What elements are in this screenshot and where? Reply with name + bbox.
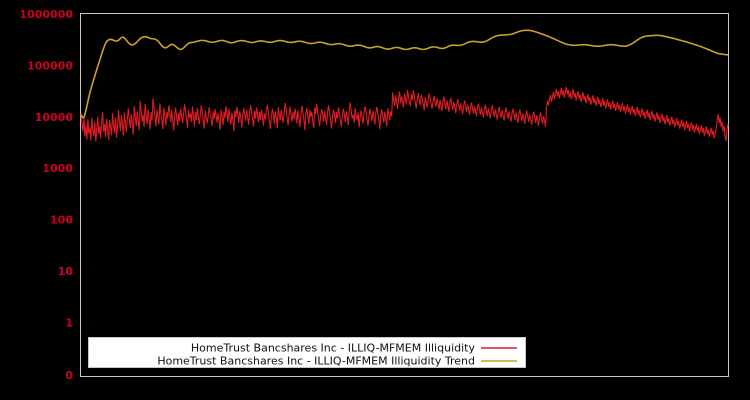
y-axis-tick-label: 10000: [35, 111, 74, 124]
y-axis-tick-label: 1000000: [19, 8, 73, 21]
plot-area-border: [80, 13, 729, 377]
y-axis-tick-label: 1000: [42, 162, 73, 175]
chart-legend[interactable]: HomeTrust Bancshares Inc - ILLIQ-MFMEM I…: [88, 337, 526, 368]
y-axis-tick-label: 100000: [27, 59, 73, 72]
data-series-group: [80, 29, 729, 142]
legend-label: HomeTrust Bancshares Inc - ILLIQ-MFMEM I…: [157, 355, 475, 368]
legend-label: HomeTrust Bancshares Inc - ILLIQ-MFMEM I…: [191, 342, 476, 355]
y-axis-tick-label: 10: [58, 265, 74, 278]
y-axis-tick-label: 100: [50, 214, 73, 227]
legend-box: [88, 337, 526, 368]
y-axis-tick-label: 0: [65, 369, 73, 382]
series-line-illiquidity: [80, 86, 729, 142]
series-line-illiquidity-trend: [80, 29, 729, 119]
y-axis-tick-label: 1: [65, 316, 73, 329]
